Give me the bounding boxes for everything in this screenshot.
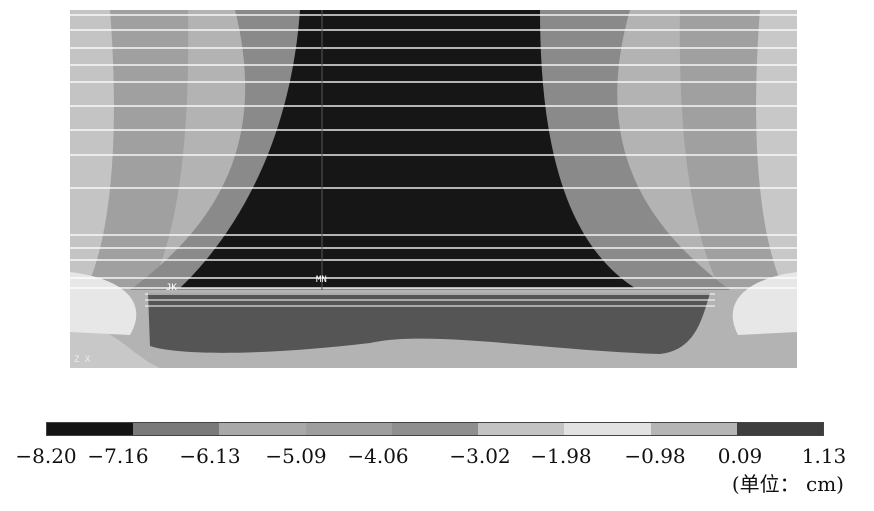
legend-level-label: −3.02 xyxy=(449,444,511,468)
node-label-mn: MN xyxy=(316,275,327,285)
legend-level-label: −4.06 xyxy=(347,444,409,468)
legend-level-label: 0.09 xyxy=(717,444,763,468)
node-label-jk: JK xyxy=(166,283,177,293)
tunnel-segment-row xyxy=(145,293,715,307)
lower-zone xyxy=(148,293,710,354)
legend-swatch xyxy=(564,423,651,435)
legend-level-label: −5.09 xyxy=(265,444,327,468)
legend-swatch xyxy=(133,423,220,435)
outer-band-right xyxy=(756,10,797,282)
legend-level-label: −8.20 xyxy=(15,444,77,468)
legend-level-labels: −8.20 −7.16 −6.13 −5.09 −4.06 −3.02 −1.9… xyxy=(0,444,874,470)
legend-swatch xyxy=(305,423,392,435)
legend-level-label: −0.98 xyxy=(624,444,686,468)
legend-level-label: −7.16 xyxy=(87,444,149,468)
axis-triad-label: Z X xyxy=(74,355,91,365)
unit-label: (单位： cm) xyxy=(731,472,844,496)
layer-lines xyxy=(70,14,797,289)
legend-swatch xyxy=(391,423,479,435)
legend-level-label: −1.98 xyxy=(530,444,592,468)
legend-level-label: −6.13 xyxy=(179,444,241,468)
legend-level-label: 1.13 xyxy=(801,444,847,468)
legend-swatch xyxy=(650,423,737,435)
legend-swatch xyxy=(736,423,823,435)
max-settlement-zone xyxy=(180,10,635,288)
outer-band-left xyxy=(70,10,114,282)
legend-swatch xyxy=(219,423,306,435)
color-legend-bar xyxy=(46,422,824,436)
legend-swatch xyxy=(47,423,134,435)
legend-swatch xyxy=(478,423,565,435)
contour-plot: JK MN Z X xyxy=(70,10,797,368)
